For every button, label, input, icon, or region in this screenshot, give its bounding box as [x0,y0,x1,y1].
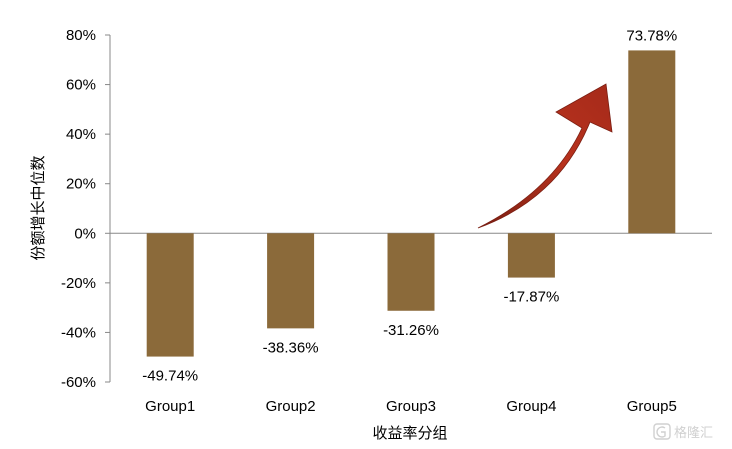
y-tick-label: 0% [74,225,96,242]
y-axis-title: 份额增长中位数 [29,155,47,260]
y-tick-label: -40% [61,324,96,341]
data-label: -38.36% [263,339,319,356]
x-tick-label: Group5 [627,398,677,415]
bar-group4 [507,233,555,278]
y-tick-label: 60% [66,77,96,94]
x-tick-label: Group2 [266,398,316,415]
y-tick-label: 80% [66,27,96,44]
bar-group1 [146,233,194,357]
bars [146,50,676,357]
x-tick-label: Group3 [386,398,436,415]
data-label: -31.26% [383,322,439,339]
data-label: -49.74% [142,368,198,385]
bar-group5 [628,50,676,234]
watermark-text: 格隆汇 [674,425,713,441]
y-axis-ticks: 80% 60% 40% 20% 0% -20% -40% -60% [61,27,110,391]
x-tick-label: Group1 [145,398,195,415]
watermark-logo-icon [653,423,671,440]
data-labels: -49.74% -38.36% -31.26% -17.87% 73.78% [142,27,677,384]
watermark: 格隆汇 [653,423,713,441]
x-axis-title: 收益率分组 [372,424,447,442]
data-label: 73.78% [626,27,677,44]
x-tick-label: Group4 [506,398,556,415]
y-tick-label: 40% [66,126,96,143]
y-tick-label: -60% [61,374,96,391]
data-label: -17.87% [503,289,559,306]
y-tick-label: 20% [66,176,96,193]
bar-group2 [267,233,315,329]
x-axis-ticks: Group1 Group2 Group3 Group4 Group5 [145,398,677,415]
y-tick-label: -20% [61,275,96,292]
bar-group3 [387,233,435,311]
trend-arrow-annotation [477,83,613,229]
